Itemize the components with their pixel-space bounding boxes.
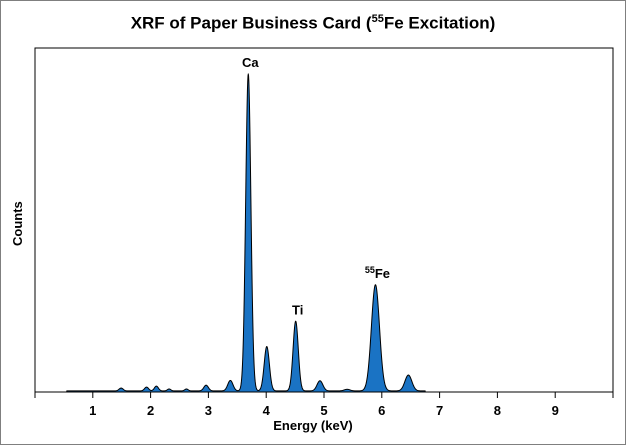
plot-area-border [34, 47, 614, 393]
spectrum-series-0 [66, 73, 426, 393]
title-superscript: 55 [371, 13, 384, 25]
x-tick-label-3: 3 [205, 403, 212, 418]
peak-label-fe: 55Fe [365, 265, 390, 281]
x-tick-label-5: 5 [320, 403, 327, 418]
y-axis-label: Counts [10, 201, 25, 246]
x-tick-label-1: 1 [89, 403, 96, 418]
peak-label-ca: Ca [242, 55, 259, 70]
x-tick-label-2: 2 [147, 403, 154, 418]
x-tick-label-9: 9 [552, 403, 559, 418]
x-axis-label: Energy (keV) [273, 418, 353, 433]
x-tick-label-8: 8 [494, 403, 501, 418]
x-tick-label-4: 4 [263, 403, 271, 418]
chart-title: XRF of Paper Business Card (55Fe Excitat… [130, 13, 496, 33]
x-tick-label-7: 7 [436, 403, 443, 418]
peak-label-ti: Ti [292, 302, 303, 317]
x-tick-label-6: 6 [378, 403, 385, 418]
